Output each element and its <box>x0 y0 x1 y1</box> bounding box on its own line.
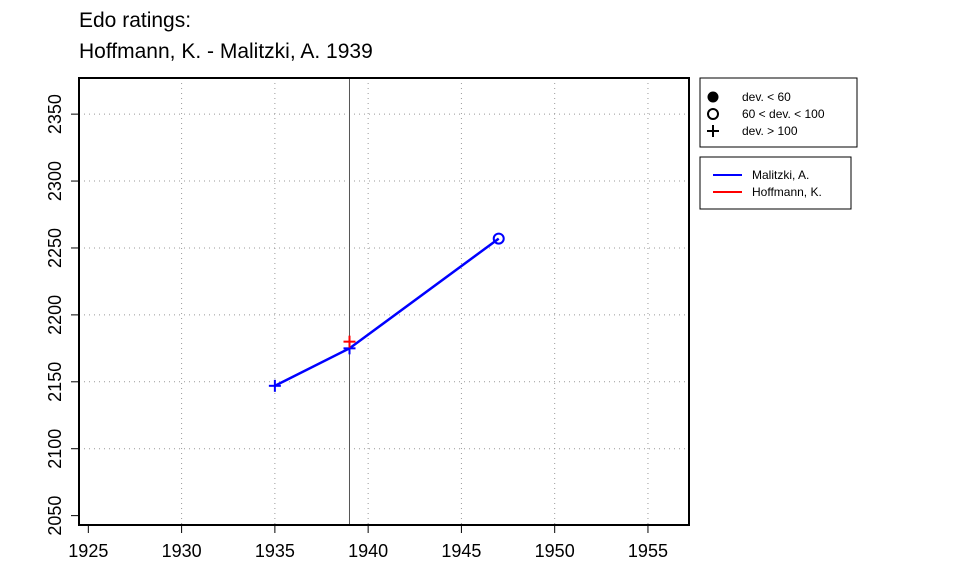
plot-frame <box>78 77 690 526</box>
marker-legend-symbol <box>707 108 719 120</box>
chart-title-line-2: Hoffmann, K. - Malitzki, A. 1939 <box>79 40 373 63</box>
series-legend-box <box>699 156 852 210</box>
data-point-malitzki-a <box>492 232 505 245</box>
y-tick-label: 2200 <box>45 295 65 335</box>
x-tick-label: 1955 <box>628 541 668 561</box>
y-tick-label: 2100 <box>45 429 65 469</box>
y-tick-label: 2150 <box>45 362 65 402</box>
x-tick-label: 1935 <box>255 541 295 561</box>
marker-legend-symbol <box>707 125 719 137</box>
x-tick-label: 1950 <box>535 541 575 561</box>
marker-legend: dev. < 60 60 < dev. < 100 dev. > 100 <box>699 77 858 148</box>
series-hoffmann-k <box>343 335 356 348</box>
x-tick-label: 1945 <box>441 541 481 561</box>
series-layer <box>268 232 505 392</box>
series-malitzki-a <box>268 232 505 392</box>
y-tick-label: 2050 <box>45 496 65 536</box>
series-legend: Malitzki, A. Hoffmann, K. <box>699 156 852 210</box>
data-point-malitzki-a <box>268 379 281 392</box>
axes: 1925 1930 1935 1940 1945 1950 1955 2050 2100 2150… <box>45 94 668 561</box>
marker-legend-label: dev. < 60 <box>742 90 791 104</box>
y-tick-label: 2350 <box>45 94 65 134</box>
grid-lines <box>79 78 689 525</box>
chart-title-line-1: Edo ratings: <box>79 9 192 32</box>
marker-legend-label: dev. > 100 <box>742 124 798 138</box>
y-tick-label: 2300 <box>45 161 65 201</box>
x-tick-label: 1940 <box>348 541 388 561</box>
data-point-hoffmann-k <box>343 335 356 348</box>
series-legend-label: Malitzki, A. <box>752 168 809 182</box>
marker-legend-symbol <box>707 91 719 103</box>
x-tick-label: 1925 <box>68 541 108 561</box>
marker-legend-label: 60 < dev. < 100 <box>742 107 825 121</box>
marker-legend-box <box>699 77 858 148</box>
y-tick-label: 2250 <box>45 228 65 268</box>
x-tick-label: 1930 <box>162 541 202 561</box>
series-line-malitzki-a <box>274 237 500 387</box>
series-legend-label: Hoffmann, K. <box>752 185 822 199</box>
